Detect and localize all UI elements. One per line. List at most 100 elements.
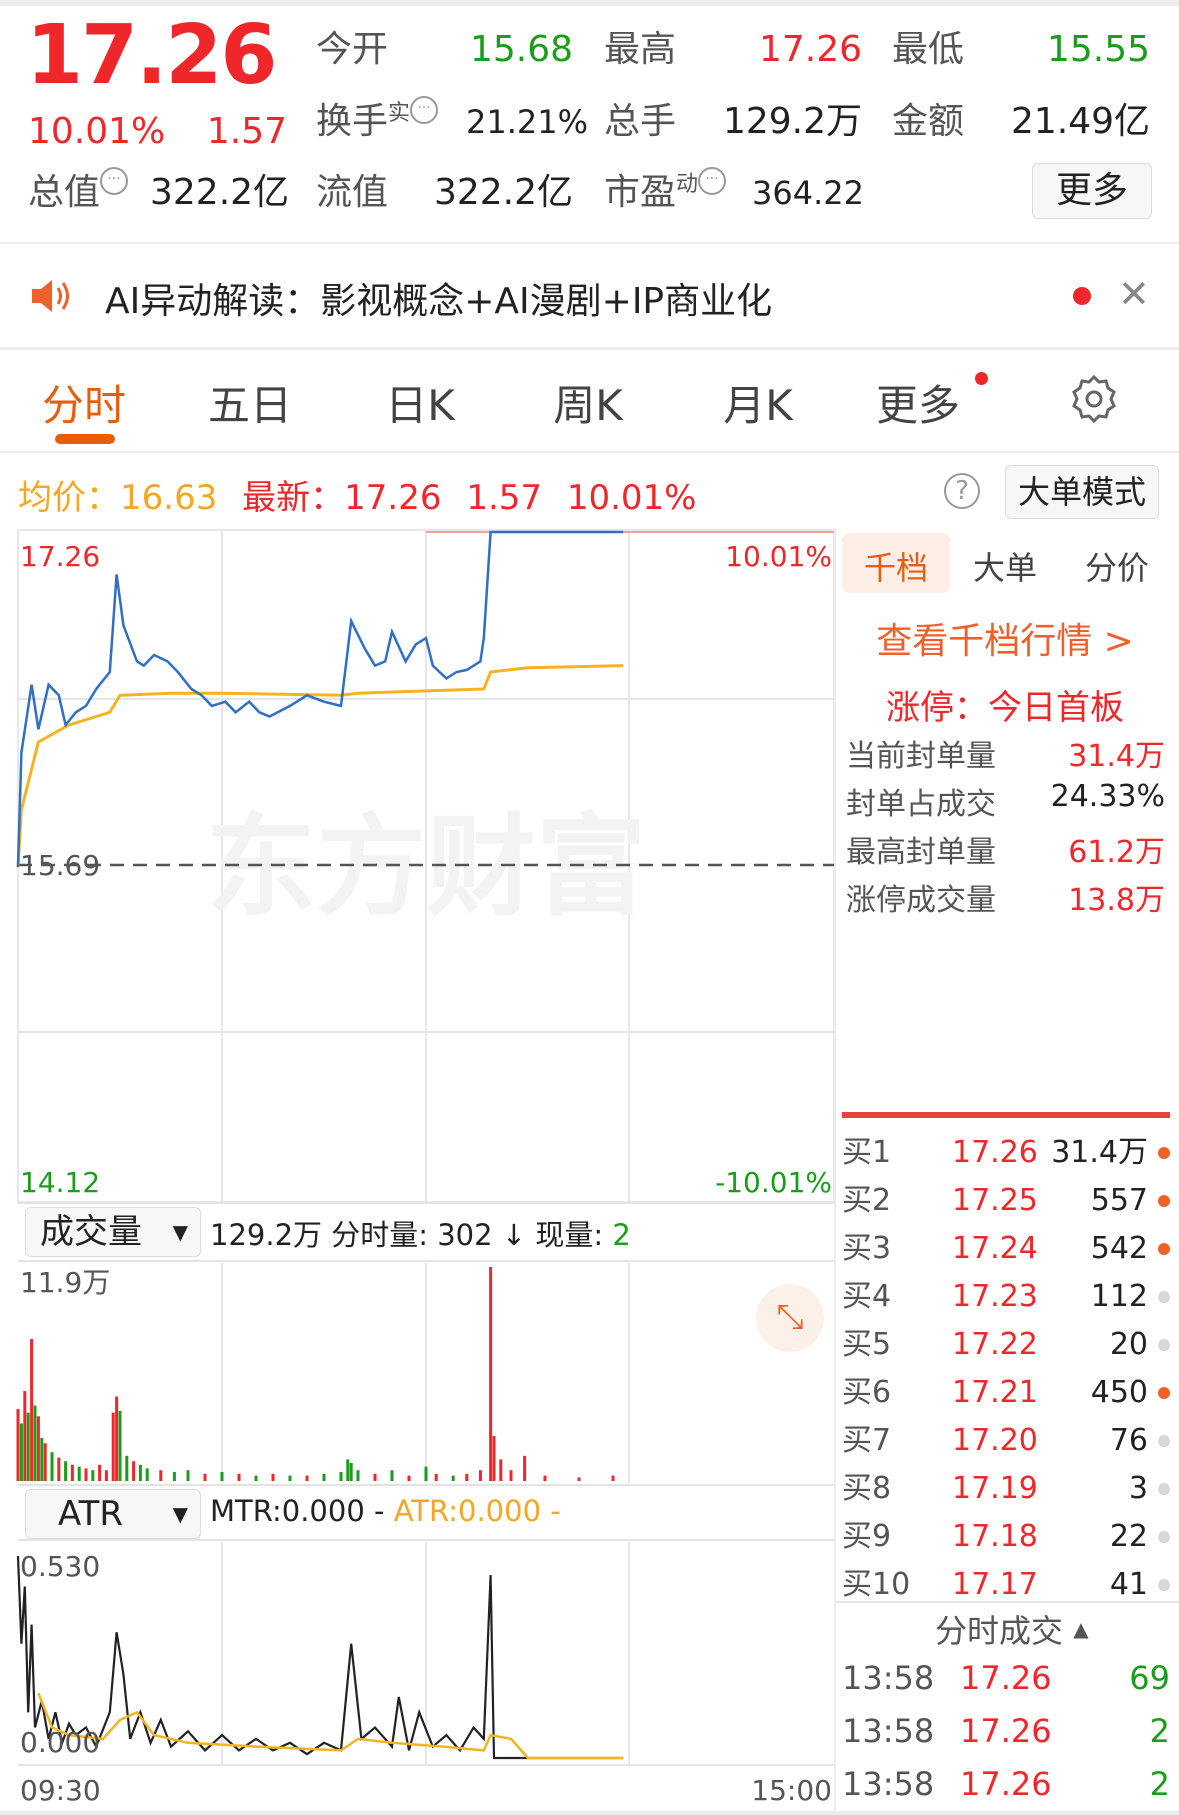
volume-bar: [373, 1473, 377, 1481]
field-value: 322.2亿: [150, 172, 290, 213]
bid-row[interactable]: 买3 17.24 542: [842, 1225, 1172, 1273]
limit-up-status: 涨停：今日首板: [886, 688, 1124, 728]
selector-label: 成交量: [40, 1212, 142, 1252]
bid-price: 17.23: [952, 1279, 1038, 1314]
field-value: 129.2万: [722, 101, 862, 142]
tab-2[interactable]: 日K: [385, 381, 455, 430]
trade-time: 13:58: [842, 1659, 935, 1697]
gear-icon[interactable]: [1068, 373, 1120, 425]
more-button[interactable]: 更多: [1032, 163, 1152, 219]
intraday-chart[interactable]: 东方财富 17.26 15.69 14.12 10.01% -10.01% 11.9万 0.5…: [0, 525, 836, 1815]
bid-row[interactable]: 买9 17.18 22: [842, 1513, 1172, 1561]
field-label: 换手实 ···: [316, 96, 439, 144]
volume-bar: [118, 1410, 122, 1481]
atr-summary: MTR:0.000 - ATR:0.000 -: [210, 1494, 561, 1528]
indicator-selector-volume[interactable]: 成交量 ▼: [25, 1207, 201, 1257]
volume-bar: [305, 1475, 309, 1481]
field-label: 最高: [604, 29, 677, 70]
panel-divider: [834, 528, 836, 1815]
field-value: 17.26: [758, 29, 862, 70]
latest-label: 最新：: [242, 478, 345, 518]
side-tab-depth[interactable]: 千档: [863, 549, 929, 587]
info-icon[interactable]: ···: [100, 167, 129, 195]
volume-bar: [77, 1466, 81, 1481]
tab-3[interactable]: 周K: [553, 381, 623, 430]
bid-row[interactable]: 买7 17.20 76: [842, 1417, 1172, 1465]
tab-1[interactable]: 五日: [207, 381, 293, 430]
volume-bar: [465, 1473, 469, 1481]
side-tab-price-dist[interactable]: 分价: [1084, 549, 1150, 587]
bid-level: 买7: [842, 1423, 892, 1458]
bid-row[interactable]: 买5 17.22 20: [842, 1321, 1172, 1369]
bid-price: 17.20: [952, 1423, 1038, 1458]
atr-value: ATR:0.000 -: [393, 1494, 561, 1528]
trade-time: 13:58: [842, 1712, 935, 1750]
stat-label: 封单占成交: [846, 787, 996, 822]
bid-row[interactable]: 买2 17.25 557: [842, 1177, 1172, 1225]
dropdown-icon: ▼: [172, 1220, 188, 1244]
indicator-selector-atr[interactable]: ATR ▼: [25, 1489, 201, 1539]
bid-price: 17.18: [952, 1519, 1038, 1554]
expand-icon[interactable]: ⤡: [756, 1284, 824, 1352]
tab-0[interactable]: 分时: [41, 381, 127, 430]
active-tab-indicator: [55, 434, 115, 444]
trades-title[interactable]: 分时成交 ▲: [935, 1606, 1089, 1652]
bid-price: 17.22: [952, 1327, 1038, 1362]
volume-bar: [203, 1473, 207, 1481]
field-label: 总手: [604, 101, 677, 142]
volume-bar: [33, 1405, 37, 1481]
field-label: 金额: [892, 101, 965, 142]
volume-bar: [30, 1338, 34, 1481]
trade-volume: 69: [1129, 1659, 1170, 1697]
top-strip: [0, 0, 1179, 6]
stat-label: 当前封单量: [846, 739, 996, 774]
trade-price: 17.26: [960, 1712, 1052, 1750]
volume-bar: [434, 1473, 438, 1481]
field-label: 今开: [316, 29, 389, 70]
order-dot-icon: [1158, 1195, 1170, 1207]
trade-volume: 2: [1149, 1712, 1170, 1750]
volume-summary-text: 129.2万 分时量: 302 ↓ 现量:: [210, 1218, 613, 1252]
bid-volume: 20: [1109, 1327, 1148, 1362]
bid-row[interactable]: 买6 17.21 450: [842, 1369, 1172, 1417]
bid-price: 17.17: [952, 1567, 1038, 1602]
order-dot-icon: [1158, 1147, 1170, 1159]
help-icon[interactable]: ?: [944, 473, 980, 509]
bid-level: 买3: [842, 1231, 892, 1266]
trade-row: 13:58 17.26 2: [842, 1705, 1172, 1757]
bid-volume: 76: [1109, 1423, 1148, 1458]
bid-price: 17.25: [952, 1183, 1038, 1218]
bid-volume: 22: [1109, 1519, 1148, 1554]
volume-bar: [237, 1473, 241, 1481]
info-icon[interactable]: ···: [410, 96, 439, 124]
tab-5[interactable]: 更多: [875, 381, 961, 430]
ai-insight-text[interactable]: AI异动解读：影视概念+AI漫剧+IP商业化: [105, 281, 773, 322]
volume-bar: [19, 1423, 23, 1481]
bid-level: 买5: [842, 1327, 892, 1362]
volume-bar: [499, 1459, 503, 1481]
bid-row[interactable]: 买10 17.17 41: [842, 1561, 1172, 1609]
y-right-label-top: 10.01%: [725, 540, 832, 573]
close-icon[interactable]: ✕: [1118, 272, 1150, 316]
side-tab-big-orders[interactable]: 大单: [972, 549, 1038, 587]
bid-row[interactable]: 买8 17.19 3: [842, 1465, 1172, 1513]
bid-row[interactable]: 买4 17.23 112: [842, 1273, 1172, 1321]
order-dot-icon: [1158, 1291, 1170, 1303]
tab-4[interactable]: 月K: [723, 381, 793, 430]
avg-label: 均价：: [18, 478, 120, 518]
volume-bar: [125, 1455, 129, 1481]
bid-volume: 557: [1090, 1183, 1148, 1218]
bid-volume: 112: [1090, 1279, 1148, 1314]
info-icon[interactable]: ···: [698, 167, 727, 195]
volume-bar: [26, 1412, 30, 1481]
volume-bar: [132, 1461, 136, 1481]
latest-price: 17.26: [344, 478, 442, 518]
bid-row[interactable]: 买1 17.26 31.4万: [842, 1129, 1172, 1177]
stat-value: 61.2万: [1068, 835, 1165, 870]
y-label-mid: 15.69: [20, 849, 100, 882]
latest-change: 1.57: [466, 478, 543, 518]
big-order-mode-button[interactable]: 大单模式: [1005, 465, 1159, 519]
divider: [0, 347, 1179, 350]
volume-bar: [577, 1477, 581, 1481]
view-depth-link[interactable]: 查看千档行情 >: [876, 621, 1134, 662]
